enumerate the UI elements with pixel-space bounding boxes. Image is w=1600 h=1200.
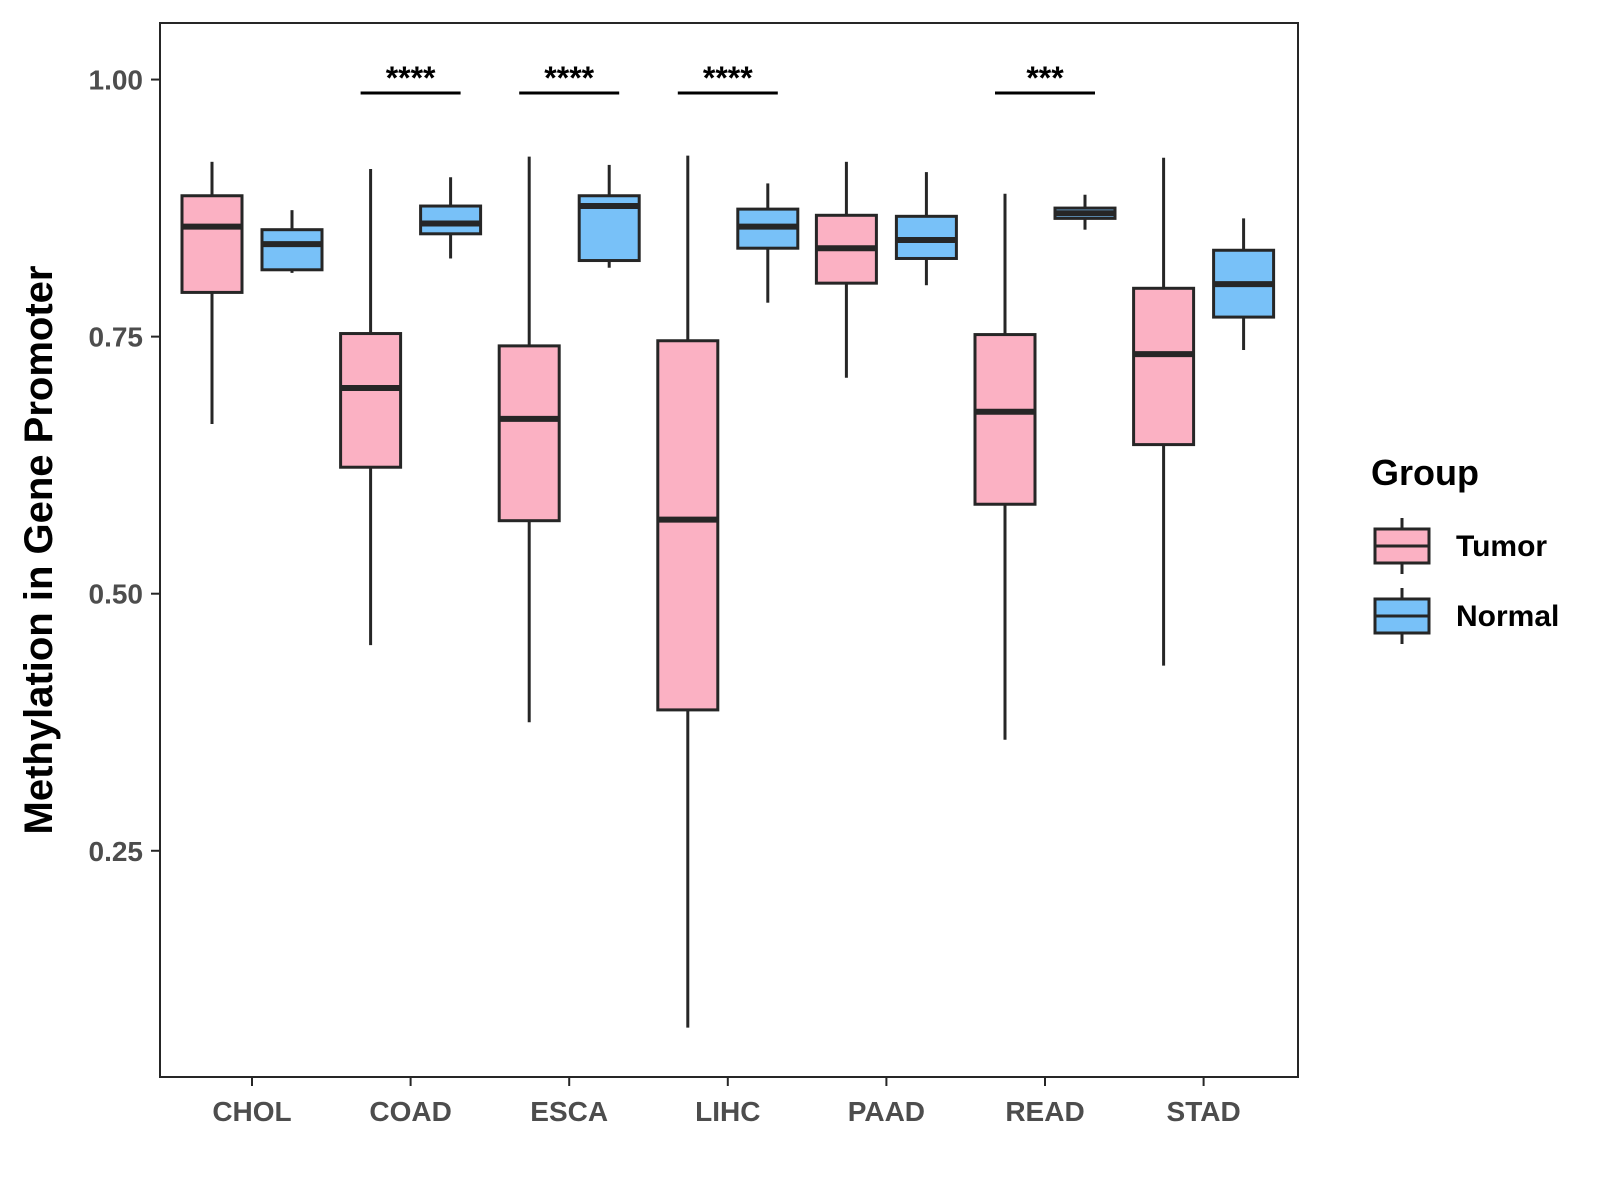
significance-label: ****: [544, 60, 594, 96]
box-iqr: [973, 333, 1037, 506]
y-tick-label: 1.00: [89, 65, 144, 96]
x-tick-label: READ: [1005, 1096, 1084, 1127]
box-normal-coad: [419, 177, 483, 259]
legend-label-tumor: Tumor: [1456, 530, 1547, 563]
box-iqr: [260, 228, 324, 272]
panel-border: [159, 22, 1299, 1078]
y-tick-label: 0.50: [89, 579, 144, 610]
x-tick-label: COAD: [369, 1096, 451, 1127]
x-tick-label: LIHC: [695, 1096, 760, 1127]
box-iqr: [339, 332, 403, 469]
box-normal-paad: [894, 172, 958, 286]
legend-label-normal: Normal: [1456, 600, 1559, 633]
y-axis-title: Methylation in Gene Promoter: [17, 266, 61, 835]
x-tick-label: STAD: [1167, 1096, 1241, 1127]
box-normal-read: [1053, 194, 1117, 230]
box-tumor-lihc: [656, 155, 720, 1028]
box-tumor-esca: [497, 156, 561, 723]
box-normal-chol: [260, 210, 324, 273]
box-iqr: [1132, 286, 1196, 447]
box-iqr: [419, 204, 483, 236]
axes: 0.25 0.50 0.75 1.00 Methylation in Gene Prom…: [17, 22, 1299, 1127]
box-iqr: [656, 339, 720, 712]
plot-area: **** **** **** ***: [180, 60, 1276, 1028]
box-normal-stad: [1212, 218, 1276, 350]
box-tumor-paad: [814, 161, 878, 378]
box-tumor-coad: [339, 169, 403, 646]
legend: Group Tumor Normal: [1371, 452, 1559, 644]
y-tick-label: 0.25: [89, 836, 144, 867]
legend-title: Group: [1371, 452, 1479, 493]
box-tumor-chol: [180, 161, 244, 425]
x-tick-label: PAAD: [848, 1096, 925, 1127]
x-tick-label: ESCA: [530, 1096, 608, 1127]
box-normal-lihc: [736, 183, 800, 303]
significance-label: ****: [703, 60, 753, 96]
box-tumor-read: [973, 193, 1037, 740]
x-tick-label: CHOL: [212, 1096, 291, 1127]
box-normal-esca: [577, 164, 641, 268]
significance-label: ****: [386, 60, 436, 96]
significance-label: ***: [1026, 60, 1064, 96]
box-iqr: [180, 194, 244, 294]
box-tumor-stad: [1132, 157, 1196, 666]
box-iqr: [497, 344, 561, 523]
y-tick-label: 0.75: [89, 322, 144, 353]
